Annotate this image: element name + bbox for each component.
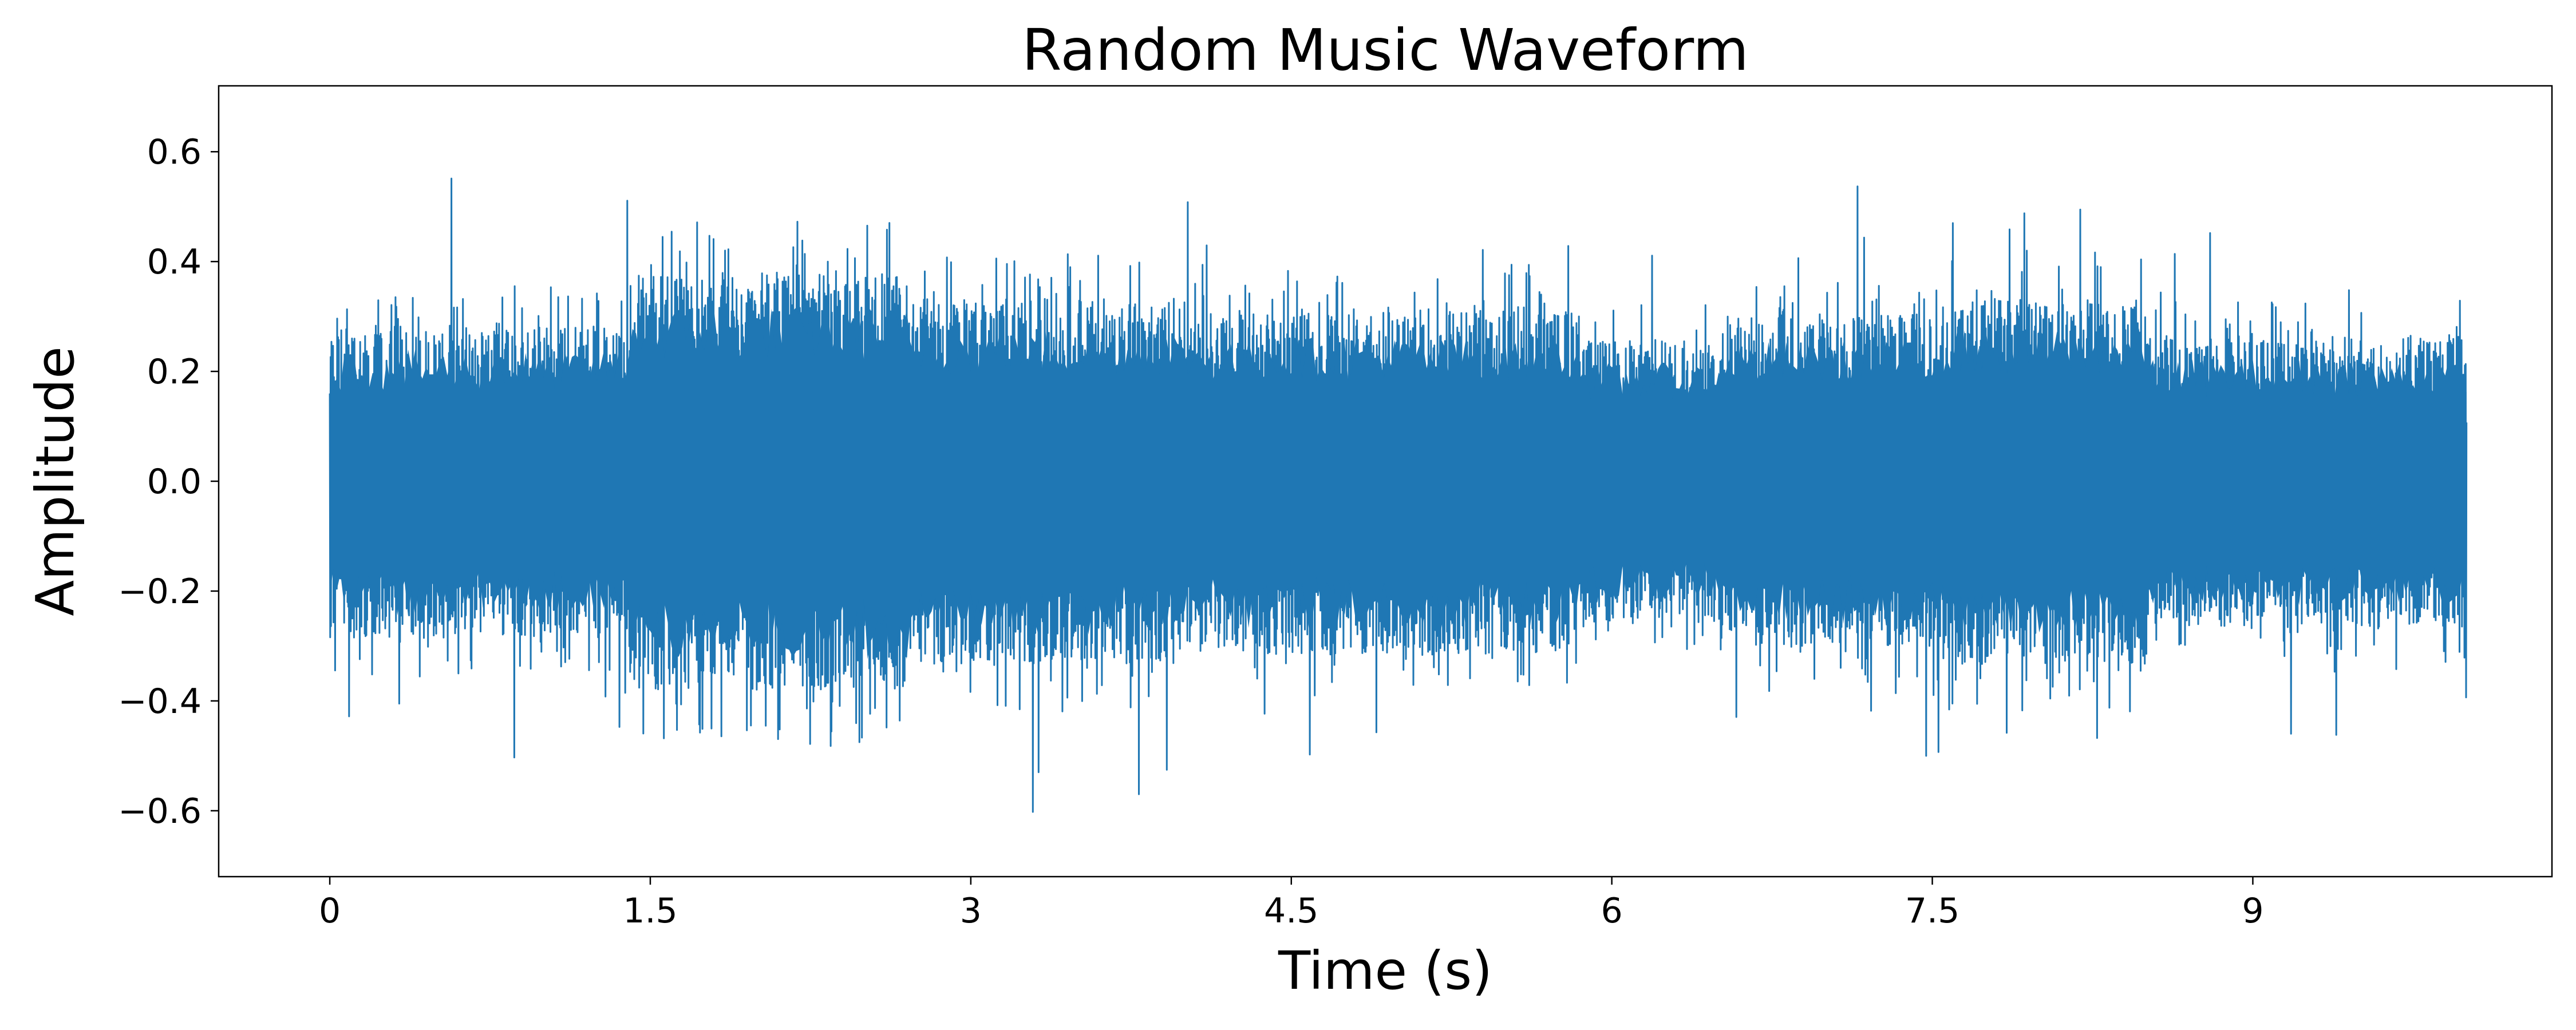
- plot-area: [219, 86, 2552, 877]
- y-tick-label: −0.2: [118, 572, 202, 612]
- x-axis-title: Time (s): [1278, 940, 1492, 1001]
- y-axis-ticks: −0.6 −0.4 −0.2 0.0 0.2 0.4 0.6: [118, 132, 219, 831]
- x-tick-label: 6: [1601, 891, 1623, 931]
- y-axis-title: Amplitude: [25, 346, 86, 616]
- y-tick-label: 0.4: [147, 242, 202, 282]
- x-tick-label: 7.5: [1905, 891, 1959, 931]
- y-tick-label: 0.0: [147, 462, 202, 502]
- x-tick-label: 3: [960, 891, 982, 931]
- x-tick-label: 0: [319, 891, 341, 931]
- x-tick-label: 4.5: [1264, 891, 1318, 931]
- y-tick-label: −0.6: [118, 791, 202, 831]
- y-tick-label: 0.6: [147, 132, 202, 172]
- chart-title: Random Music Waveform: [1022, 17, 1749, 84]
- y-tick-label: −0.4: [118, 682, 202, 722]
- x-tick-label: 9: [2242, 891, 2263, 931]
- y-tick-label: 0.2: [147, 352, 202, 392]
- waveform-envelope: [330, 307, 2467, 664]
- x-axis-ticks: 0 1.5 3 4.5 6 7.5 9: [319, 877, 2264, 931]
- x-tick-label: 1.5: [623, 891, 677, 931]
